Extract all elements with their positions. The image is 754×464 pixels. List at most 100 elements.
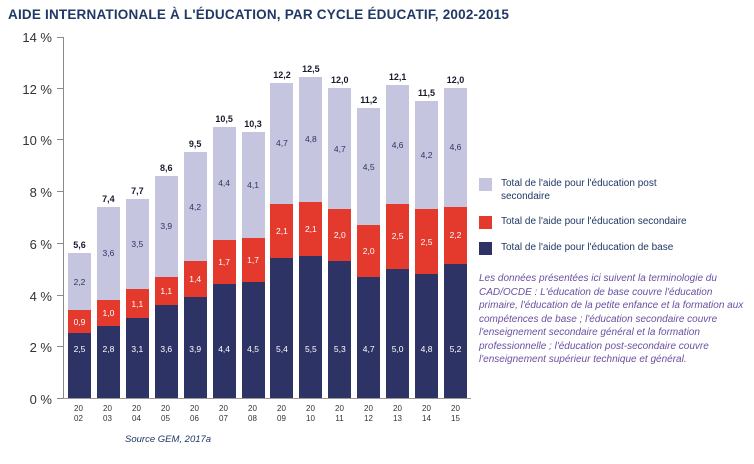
segment-secondaire-2011: 2,0	[328, 209, 352, 261]
bar-total-label-2004: 7,7	[131, 185, 144, 196]
bar-2005: 8,6 3,9 1,1 3,6	[154, 163, 178, 398]
legend-swatch-post-secondaire	[479, 178, 492, 191]
x-tick-2014: 20 14	[422, 404, 431, 423]
segment-value-label: 2,5	[391, 231, 404, 242]
segment-secondaire-2007: 1,7	[212, 240, 236, 285]
segment-value-label: 1,7	[218, 257, 231, 268]
bar-2007: 10,5 4,4 1,7 4,4	[212, 114, 236, 398]
y-axis-label: 2 %	[29, 340, 52, 356]
segment-base-2008: 4,5	[241, 281, 265, 398]
x-tick-2004: 20 04	[132, 404, 141, 423]
bar-2012: 11,2 4,5 2,0 4,7	[357, 95, 381, 398]
bar-total-label-2002: 5,6	[73, 240, 86, 251]
legend: Total de l'aide pour l'éducation post se…	[479, 177, 754, 255]
bar-2011: 12,0 4,7 2,0 5,3	[328, 75, 352, 398]
segment-post-secondaire-2004: 3,5	[125, 198, 149, 290]
segment-value-label: 4,6	[391, 139, 404, 150]
segment-value-label: 3,1	[131, 344, 144, 354]
segment-value-label: 4,4	[218, 178, 231, 189]
plot-wrap: 5,6 2,2 0,9 2,5 7,4 3,6 1,0 2,8 7,7 3,5 1,1 3,1 8,6 3…	[63, 37, 471, 445]
x-tick-2005: 20 05	[161, 404, 170, 423]
segment-post-secondaire-2013: 4,6	[386, 85, 410, 205]
segment-value-label: 2,2	[449, 230, 462, 241]
segment-value-label: 4,2	[189, 201, 202, 212]
x-tick-2011: 20 11	[335, 404, 344, 423]
x-tick-2010: 20 10	[306, 404, 315, 423]
x-tick-2013: 20 13	[393, 404, 402, 423]
x-axis: 20 02 20 03 20 04 20 05 20 06 20 07 20 08 20 09 20 10 20 11…	[63, 399, 471, 424]
bar-total-label-2006: 9,5	[188, 139, 202, 150]
segment-base-2012: 4,7	[357, 276, 381, 398]
segment-base-2003: 2,8	[96, 325, 120, 398]
segment-secondaire-2013: 2,5	[386, 204, 410, 269]
bar-total-label-2012: 11,2	[360, 95, 378, 106]
segment-post-secondaire-2002: 2,2	[68, 253, 91, 311]
bar-2010: 12,5 4,8 2,1 5,5	[299, 64, 323, 398]
segment-base-2004: 3,1	[125, 317, 149, 398]
segment-value-label: 1,4	[189, 274, 202, 285]
segment-value-label: 4,5	[247, 344, 259, 354]
segment-base-2011: 5,3	[328, 261, 352, 398]
legend-item-base: Total de l'aide pour l'éducation de base	[479, 241, 754, 255]
x-tick-2003: 20 03	[103, 404, 112, 423]
segment-value-label: 5,0	[391, 344, 404, 354]
segment-secondaire-2004: 1,1	[125, 289, 149, 318]
bar-2006: 9,5 4,2 1,4 3,9	[183, 139, 207, 398]
note-text: Les données présentées ici suivent la te…	[479, 273, 744, 365]
source-text: Source GEM, 2017a	[125, 434, 212, 445]
segment-value-label: 4,4	[218, 344, 231, 354]
segment-value-label: 3,6	[160, 344, 173, 354]
segment-value-label: 0,9	[73, 316, 86, 327]
y-axis-label: 10 %	[22, 133, 52, 149]
segment-value-label: 4,1	[247, 179, 259, 190]
segment-value-label: 3,6	[102, 248, 115, 259]
segment-value-label: 1,1	[160, 285, 173, 296]
segment-value-label: 5,3	[333, 344, 346, 354]
segment-secondaire-2006: 1,4	[183, 261, 207, 298]
bar-total-label-2011: 12,0	[331, 74, 349, 85]
chart-title: AIDE INTERNATIONALE À L'ÉDUCATION, PAR C…	[8, 7, 510, 22]
bar-2015: 12,0 4,6 2,2 5,2	[443, 75, 467, 398]
segment-value-label: 3,5	[131, 239, 144, 250]
y-axis-label: 6 %	[29, 236, 52, 252]
segment-secondaire-2003: 1,0	[96, 299, 120, 326]
segment-secondaire-2002: 0,9	[68, 310, 91, 334]
y-axis-tick	[57, 37, 63, 38]
x-tick-2002: 20 02	[74, 404, 83, 423]
segment-base-2015: 5,2	[443, 263, 467, 398]
segment-value-label: 2,1	[304, 223, 317, 234]
segment-post-secondaire-2008: 4,1	[241, 131, 265, 238]
segment-post-secondaire-2012: 4,5	[357, 108, 381, 225]
y-axis-label: 0 %	[29, 392, 52, 407]
bar-2003: 7,4 3,6 1,0 2,8	[96, 194, 120, 398]
segment-base-2014: 4,8	[415, 273, 439, 398]
y-axis-label: 8 %	[29, 185, 52, 201]
legend-label-post-secondaire: Total de l'aide pour l'éducation post se…	[501, 178, 657, 202]
segment-value-label: 2,8	[102, 344, 115, 354]
legend-swatch-secondaire	[479, 216, 492, 229]
legend-label-secondaire: Total de l'aide pour l'éducation seconda…	[501, 216, 687, 227]
bar-total-label-2015: 12,0	[446, 74, 465, 85]
x-tick-2012: 20 12	[364, 404, 373, 423]
legend-item-secondaire: Total de l'aide pour l'éducation seconda…	[479, 215, 754, 229]
bar-2004: 7,7 3,5 1,1 3,1	[125, 186, 149, 398]
segment-value-label: 4,7	[333, 143, 346, 154]
x-tick-2008: 20 08	[248, 404, 257, 423]
legend-item-post-secondaire: Total de l'aide pour l'éducation post se…	[479, 177, 754, 203]
segment-base-2013: 5,0	[386, 268, 410, 398]
x-tick-2015: 20 15	[451, 404, 460, 423]
segment-value-label: 2,5	[420, 236, 433, 247]
segment-base-2009: 5,4	[270, 258, 294, 398]
segment-value-label: 4,8	[304, 134, 317, 145]
y-axis-label: 12 %	[22, 81, 52, 97]
bar-2008: 10,3 4,1 1,7 4,5	[241, 119, 265, 398]
x-tick-2007: 20 07	[219, 404, 228, 423]
bar-total-label-2003: 7,4	[102, 193, 115, 204]
legend-label-base: Total de l'aide pour l'éducation de base	[501, 242, 674, 253]
segment-base-2005: 3,6	[154, 304, 178, 398]
y-axis-tick	[57, 346, 63, 348]
segment-value-label: 1,0	[102, 307, 115, 318]
bar-total-label-2010: 12,5	[302, 64, 320, 75]
segment-value-label: 5,4	[276, 344, 288, 354]
